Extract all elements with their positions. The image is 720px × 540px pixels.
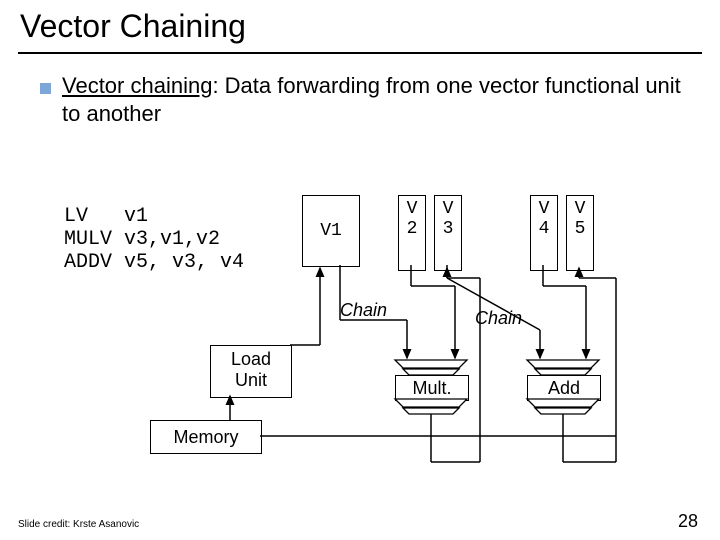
reg-v1: V1 (302, 195, 360, 267)
add-unit: Add (527, 375, 601, 401)
load-unit: Load Unit (210, 345, 292, 398)
memory-box: Memory (150, 420, 262, 454)
page-number: 28 (678, 511, 698, 532)
reg-v3: V 3 (434, 195, 462, 271)
bullet-icon (40, 83, 51, 94)
title-rule (18, 52, 702, 54)
mult-unit: Mult. (395, 375, 469, 401)
reg-v2: V 2 (398, 195, 426, 271)
definition-leadin: Vector chaining (62, 73, 212, 98)
chain-label-1: Chain (340, 300, 387, 321)
slide-credit: Slide credit: Krste Asanovic (18, 519, 139, 530)
reg-v4: V 4 (530, 195, 558, 271)
slide-title: Vector Chaining (20, 8, 246, 45)
definition-text: Vector chaining: Data forwarding from on… (62, 72, 682, 127)
reg-v5: V 5 (566, 195, 594, 271)
asm-code: LV v1 MULV v3,v1,v2 ADDV v5, v3, v4 (64, 205, 244, 274)
chain-label-2: Chain (475, 308, 522, 329)
